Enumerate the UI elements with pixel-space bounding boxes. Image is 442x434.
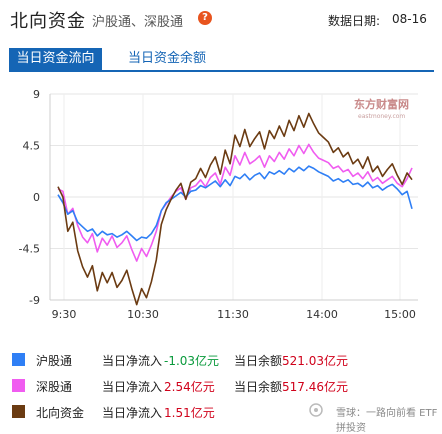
legend-flow-label-north: 当日净流入 — [102, 406, 163, 420]
xueqiu-icon — [309, 403, 323, 417]
tab-bar: 当日资金流向 当日资金余额 — [0, 44, 442, 72]
legend-balance-value-sz: 517.46亿元 — [282, 380, 348, 394]
date-value: 08-16 — [392, 12, 427, 26]
y-tick-label: -4.5 — [19, 243, 40, 256]
x-tick-label: 11:30 — [217, 308, 249, 321]
legend-swatch-north — [12, 405, 25, 418]
x-tick-label: 14:00 — [306, 308, 338, 321]
eastmoney-logo: 东方财富网 eastmoney.com — [344, 96, 424, 124]
legend-flow-label-sz: 当日净流入 — [102, 380, 163, 394]
help-icon[interactable]: ? — [198, 11, 212, 25]
tab-underline — [9, 70, 434, 72]
y-tick-label: 0 — [33, 191, 40, 204]
date-label: 数据日期: — [328, 14, 381, 28]
page-subtitle: 沪股通、深股通 — [92, 15, 184, 30]
legend-row-sz: 深股通 当日净流入 2.54亿元 当日余额 517.46亿元 — [0, 374, 442, 398]
page-title: 北向资金 — [10, 11, 86, 32]
legend-balance-label-sh: 当日余额 — [234, 354, 283, 368]
watermark-text: 雪球：一路向前看 ETF拼投资 — [336, 408, 438, 434]
legend-name-north: 北向资金 — [36, 406, 85, 420]
legend-balance-value-sh: 521.03亿元 — [282, 354, 348, 368]
y-tick-label: 9 — [33, 88, 40, 101]
logo-sub: eastmoney.com — [358, 113, 405, 120]
legend-flow-value-sz: 2.54亿元 — [164, 380, 215, 394]
legend-swatch-sh — [12, 353, 25, 366]
tab-daily-flow[interactable]: 当日资金流向 — [9, 48, 102, 70]
series-line-sz — [57, 143, 413, 262]
legend-flow-value-north: 1.51亿元 — [164, 406, 215, 420]
legend-row-sh: 沪股通 当日净流入 -1.03亿元 当日余额 521.03亿元 — [0, 348, 442, 372]
logo-name: 东方财富网 — [354, 97, 409, 111]
legend-row-north: 北向资金 当日净流入 1.51亿元 — [0, 400, 442, 424]
series-line-sh — [57, 165, 413, 242]
flow-chart: 9 4.5 0 -4.5 -9 9:30 10:30 11:30 14:00 15:00 — [19, 88, 418, 321]
legend-balance-label-sz: 当日余额 — [234, 380, 283, 394]
x-tick-label: 10:30 — [127, 308, 159, 321]
x-tick-label: 9:30 — [52, 308, 77, 321]
tab-daily-balance[interactable]: 当日资金余额 — [128, 51, 207, 66]
legend-name-sz: 深股通 — [36, 380, 73, 394]
y-tick-label: 4.5 — [23, 140, 41, 153]
legend-flow-value-sh: -1.03亿元 — [164, 354, 220, 368]
series-line-north — [57, 112, 413, 306]
legend-swatch-sz — [12, 379, 25, 392]
x-tick-label: 15:00 — [384, 308, 416, 321]
page-header: 北向资金 沪股通、深股通 ? 数据日期: 08-16 — [0, 0, 442, 36]
legend-name-sh: 沪股通 — [36, 354, 73, 368]
legend-flow-label-sh: 当日净流入 — [102, 354, 163, 368]
y-tick-label: -9 — [29, 294, 40, 307]
